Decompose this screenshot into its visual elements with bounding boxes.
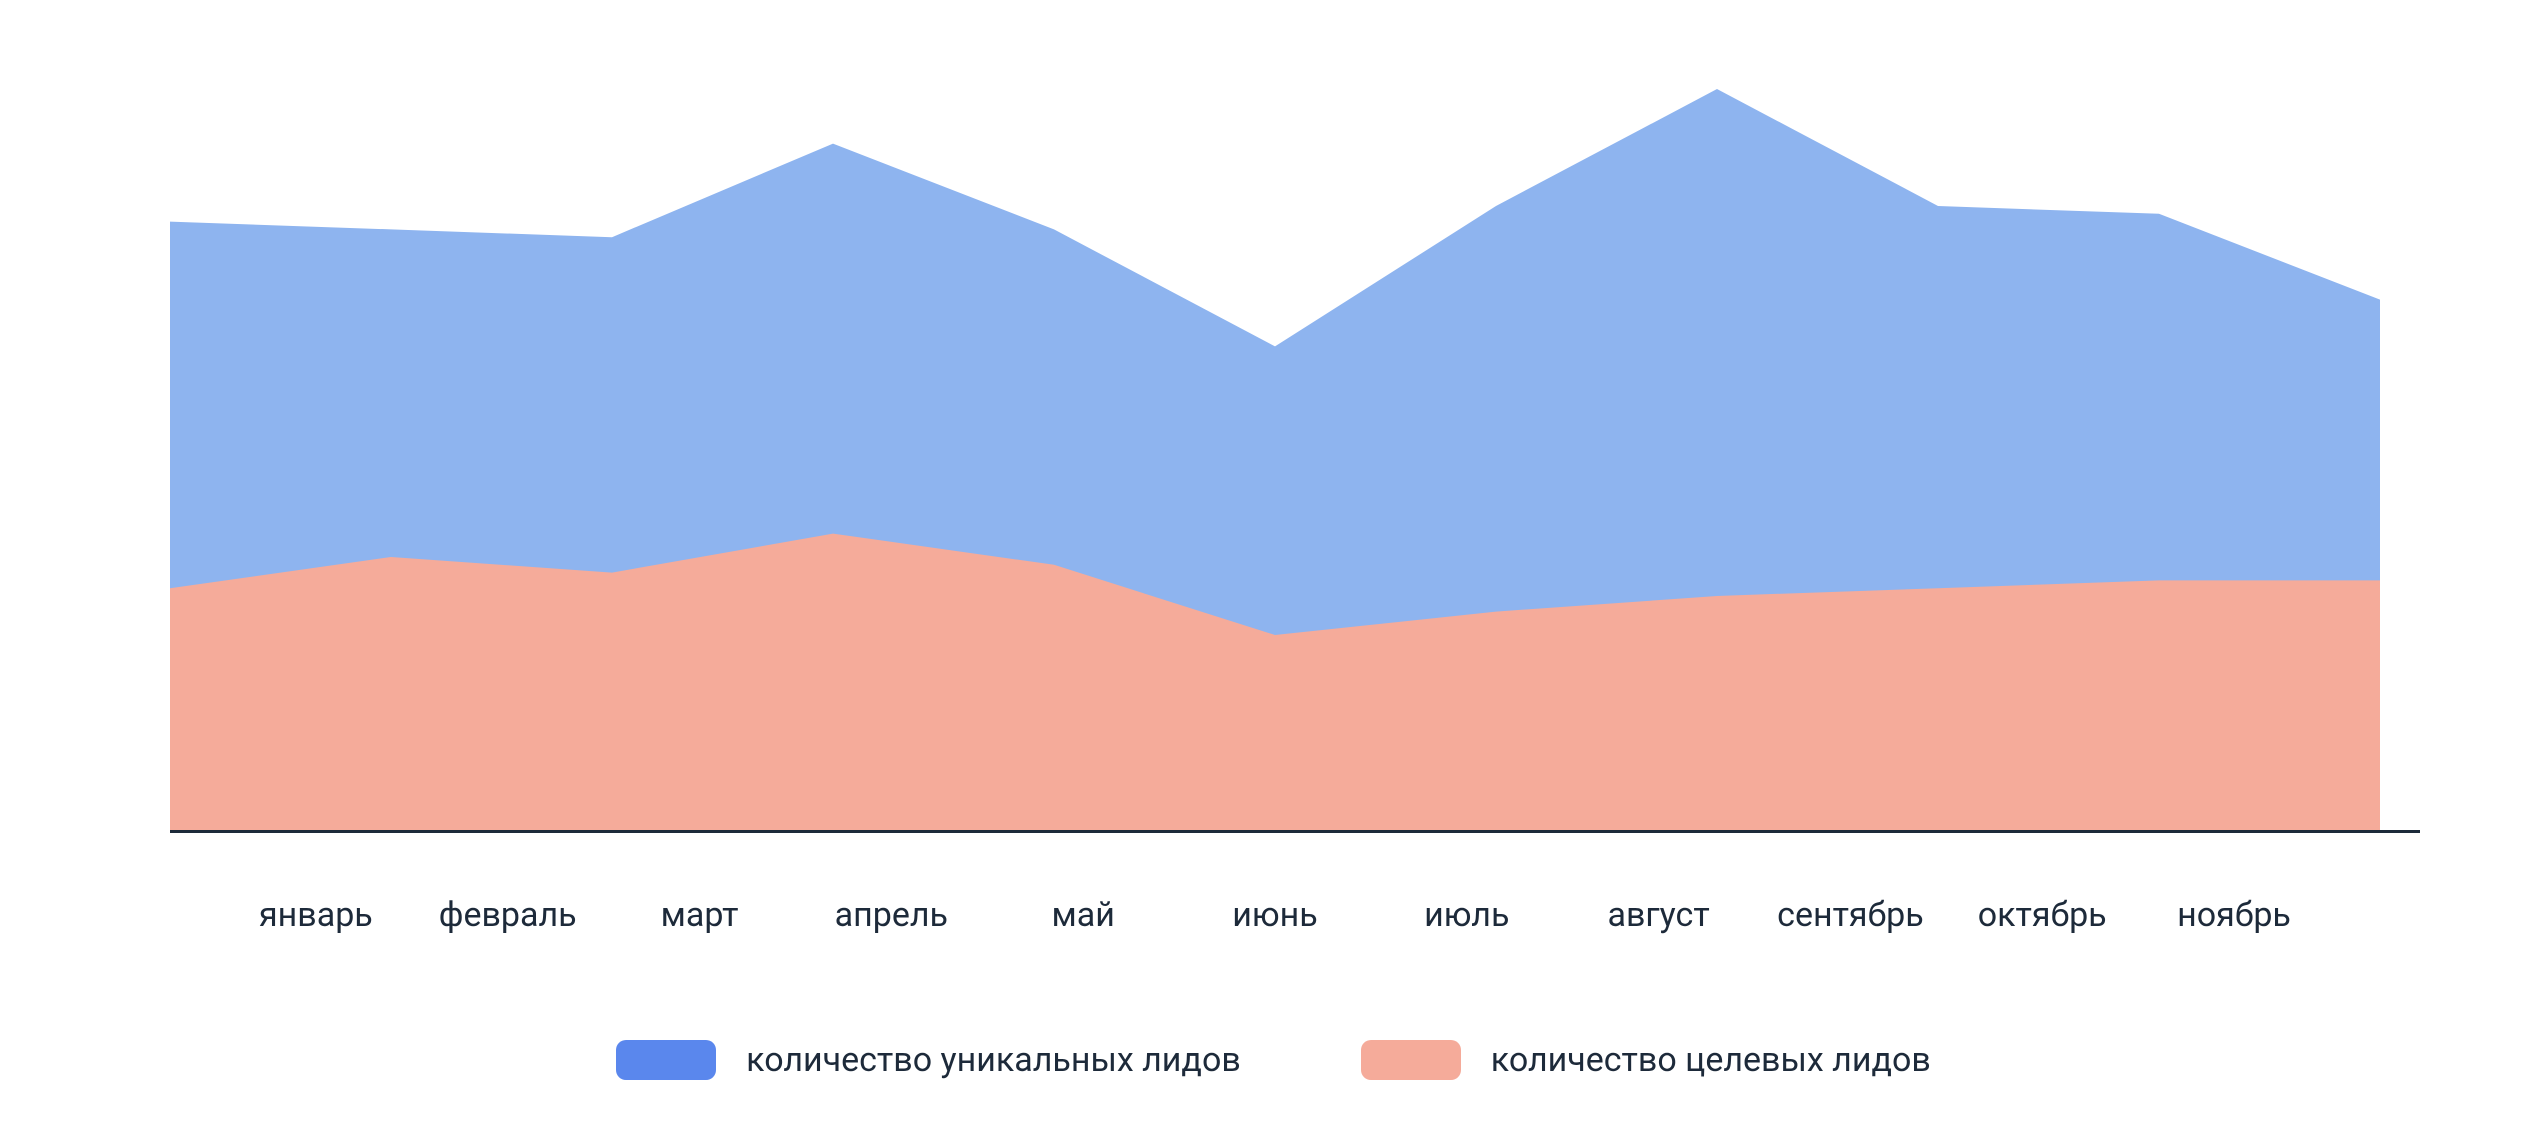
legend-swatch-target <box>1361 1040 1461 1080</box>
chart-canvas <box>170 50 2380 830</box>
x-tick-label: ноябрь <box>2138 895 2330 935</box>
x-tick-label: март <box>604 895 796 935</box>
x-tick-label: февраль <box>412 895 604 935</box>
legend-label-target: количество целевых лидов <box>1491 1040 1931 1080</box>
legend-label-unique: количество уникальных лидов <box>746 1040 1241 1080</box>
x-tick-label: октябрь <box>1946 895 2138 935</box>
x-tick-label: июль <box>1371 895 1563 935</box>
x-tick-label: август <box>1563 895 1755 935</box>
legend-item-unique: количество уникальных лидов <box>616 1040 1241 1080</box>
legend-item-target: количество целевых лидов <box>1361 1040 1931 1080</box>
area-chart <box>170 50 2380 830</box>
x-axis-labels: январьфевральмартапрельмайиюньиюльавгуст… <box>220 895 2330 935</box>
x-tick-label: январь <box>220 895 412 935</box>
x-tick-label: апрель <box>795 895 987 935</box>
legend-swatch-unique <box>616 1040 716 1080</box>
chart-legend: количество уникальных лидов количество ц… <box>0 1040 2547 1080</box>
x-axis-line <box>170 830 2420 833</box>
x-tick-label: сентябрь <box>1755 895 1947 935</box>
x-tick-label: июнь <box>1179 895 1371 935</box>
x-tick-label: май <box>987 895 1179 935</box>
